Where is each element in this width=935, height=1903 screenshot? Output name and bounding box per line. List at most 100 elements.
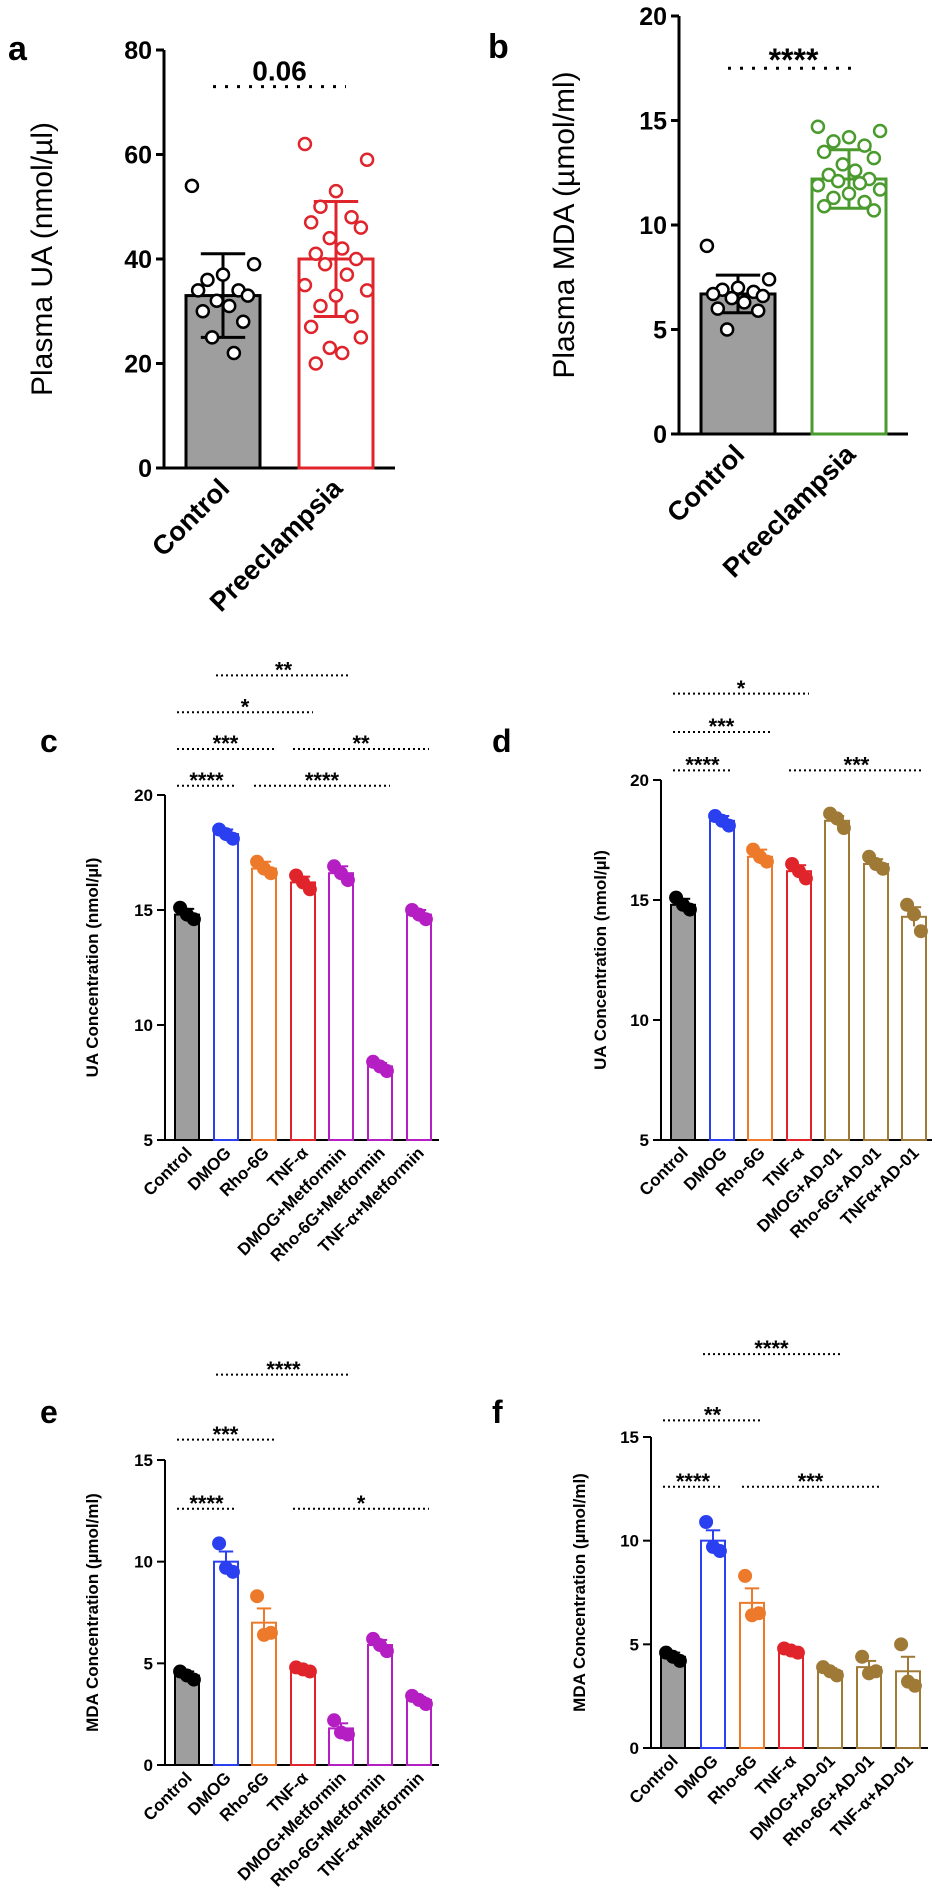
y-tick-label: 20 xyxy=(639,3,667,31)
data-point-d xyxy=(676,897,690,912)
data-point-e xyxy=(296,1662,310,1677)
data-point-b xyxy=(857,138,872,153)
significance-label: *** xyxy=(213,731,239,756)
data-point-f xyxy=(901,1674,915,1689)
panel-e: e 0 5 10 15 MDA Concentration (µmol/ml) Contro… xyxy=(40,1357,439,1890)
bar-e-3 xyxy=(290,1668,316,1767)
data-point-e xyxy=(180,1668,194,1683)
panel-label-f: f xyxy=(492,1394,503,1430)
y-axis-label: Plasma UA (nmol/µl) xyxy=(26,122,59,396)
panel-f: f 0 5 10 15 MDA Concentration (µmol/ml) Contro… xyxy=(492,1336,928,1850)
data-point-a xyxy=(334,345,350,361)
data-point-b xyxy=(730,280,746,295)
y-tick-label: 5 xyxy=(653,316,667,344)
y-tick-label: 15 xyxy=(620,1428,639,1447)
panel-label-c: c xyxy=(40,723,58,759)
bar-c-0 xyxy=(174,913,200,1141)
data-point-a xyxy=(353,220,369,235)
y-tick-label: 15 xyxy=(639,107,667,135)
data-point-a xyxy=(303,215,319,230)
data-point-e xyxy=(412,1692,426,1707)
y-axis: 0 20 40 60 80 xyxy=(124,37,166,483)
y-tick-label: 5 xyxy=(630,1635,639,1654)
data-point-a xyxy=(328,183,344,199)
significance-label: ** xyxy=(352,731,370,756)
category-label: Control xyxy=(626,1751,682,1807)
bar-d-0 xyxy=(670,903,696,1141)
data-point-b xyxy=(755,288,771,304)
significance-label: **** xyxy=(189,768,224,793)
data-point-a xyxy=(313,298,328,314)
bar-d-2 xyxy=(747,855,773,1141)
bar-f-3 xyxy=(778,1649,804,1750)
bar-c-2 xyxy=(251,867,277,1141)
data-point-b xyxy=(841,186,857,201)
y-tick-label: 5 xyxy=(144,1131,153,1150)
y-tick-label: 60 xyxy=(124,141,152,169)
category-label: Control xyxy=(140,1143,196,1199)
data-point-b xyxy=(841,129,857,145)
data-point-a xyxy=(308,356,324,371)
data-point-b xyxy=(810,119,826,135)
data-point-b xyxy=(872,182,888,197)
data-point-f xyxy=(666,1649,680,1664)
data-point-a xyxy=(246,256,262,272)
data-point-a xyxy=(339,267,355,282)
y-tick-label: 0 xyxy=(138,455,152,483)
data-point-f xyxy=(738,1568,753,1583)
panel-label-e: e xyxy=(40,1394,58,1430)
category-label: Control xyxy=(146,473,235,562)
data-point-e xyxy=(373,1638,387,1653)
data-point-c xyxy=(257,861,271,876)
data-point-a xyxy=(221,298,237,314)
y-axis-label: UA Concentration (nmol/µl) xyxy=(83,858,102,1078)
data-point-a xyxy=(200,272,215,288)
data-point-a xyxy=(215,267,231,282)
bar-f-4 xyxy=(817,1670,843,1749)
data-point-b xyxy=(826,134,841,149)
data-point-f xyxy=(706,1539,720,1554)
y-tick-label: 10 xyxy=(134,1553,153,1572)
bar-e-2 xyxy=(251,1621,277,1766)
bar-d-5 xyxy=(863,863,889,1141)
y-tick-label: 20 xyxy=(630,771,649,790)
data-point-a xyxy=(204,330,220,345)
data-point-a xyxy=(226,345,242,361)
data-point-b xyxy=(816,198,832,214)
data-point-b xyxy=(724,290,740,306)
data-point-e xyxy=(212,1536,227,1551)
data-point-c xyxy=(334,866,348,881)
y-tick-label: 10 xyxy=(134,1016,153,1035)
significance-label: *** xyxy=(844,753,870,778)
significance-label: **** xyxy=(676,1469,711,1494)
data-point-a xyxy=(195,304,211,319)
data-point-a xyxy=(322,230,338,246)
panel-c: c 5 10 15 20 UA Concentration (nmol/µl) Contro… xyxy=(40,658,439,1265)
data-point-a xyxy=(344,209,359,225)
y-axis-label: UA Concentration (nmol/µl) xyxy=(591,850,610,1070)
data-point-f xyxy=(784,1643,798,1658)
panel-label-d: d xyxy=(492,723,512,759)
data-point-e xyxy=(219,1560,233,1575)
y-tick-label: 15 xyxy=(134,901,153,920)
y-tick-label: 5 xyxy=(144,1654,153,1673)
significance-label: **** xyxy=(305,768,340,793)
bar-e-1 xyxy=(213,1560,239,1766)
data-point-b xyxy=(719,322,735,337)
y-tick-label: 10 xyxy=(630,1011,649,1030)
data-point-a xyxy=(235,314,251,329)
y-tick-label: 40 xyxy=(124,246,152,274)
significance-label: 0.06 xyxy=(252,56,307,87)
data-point-a xyxy=(308,246,324,262)
data-point-a xyxy=(344,309,359,324)
data-point-b xyxy=(866,150,882,166)
data-point-d xyxy=(792,864,806,879)
data-point-a xyxy=(313,199,328,214)
bar-d-1 xyxy=(709,819,735,1141)
data-point-b xyxy=(750,303,766,318)
data-point-b xyxy=(830,173,846,189)
significance-label: *** xyxy=(798,1469,824,1494)
data-point-f xyxy=(862,1666,876,1681)
y-tick-label: 15 xyxy=(134,1451,153,1470)
